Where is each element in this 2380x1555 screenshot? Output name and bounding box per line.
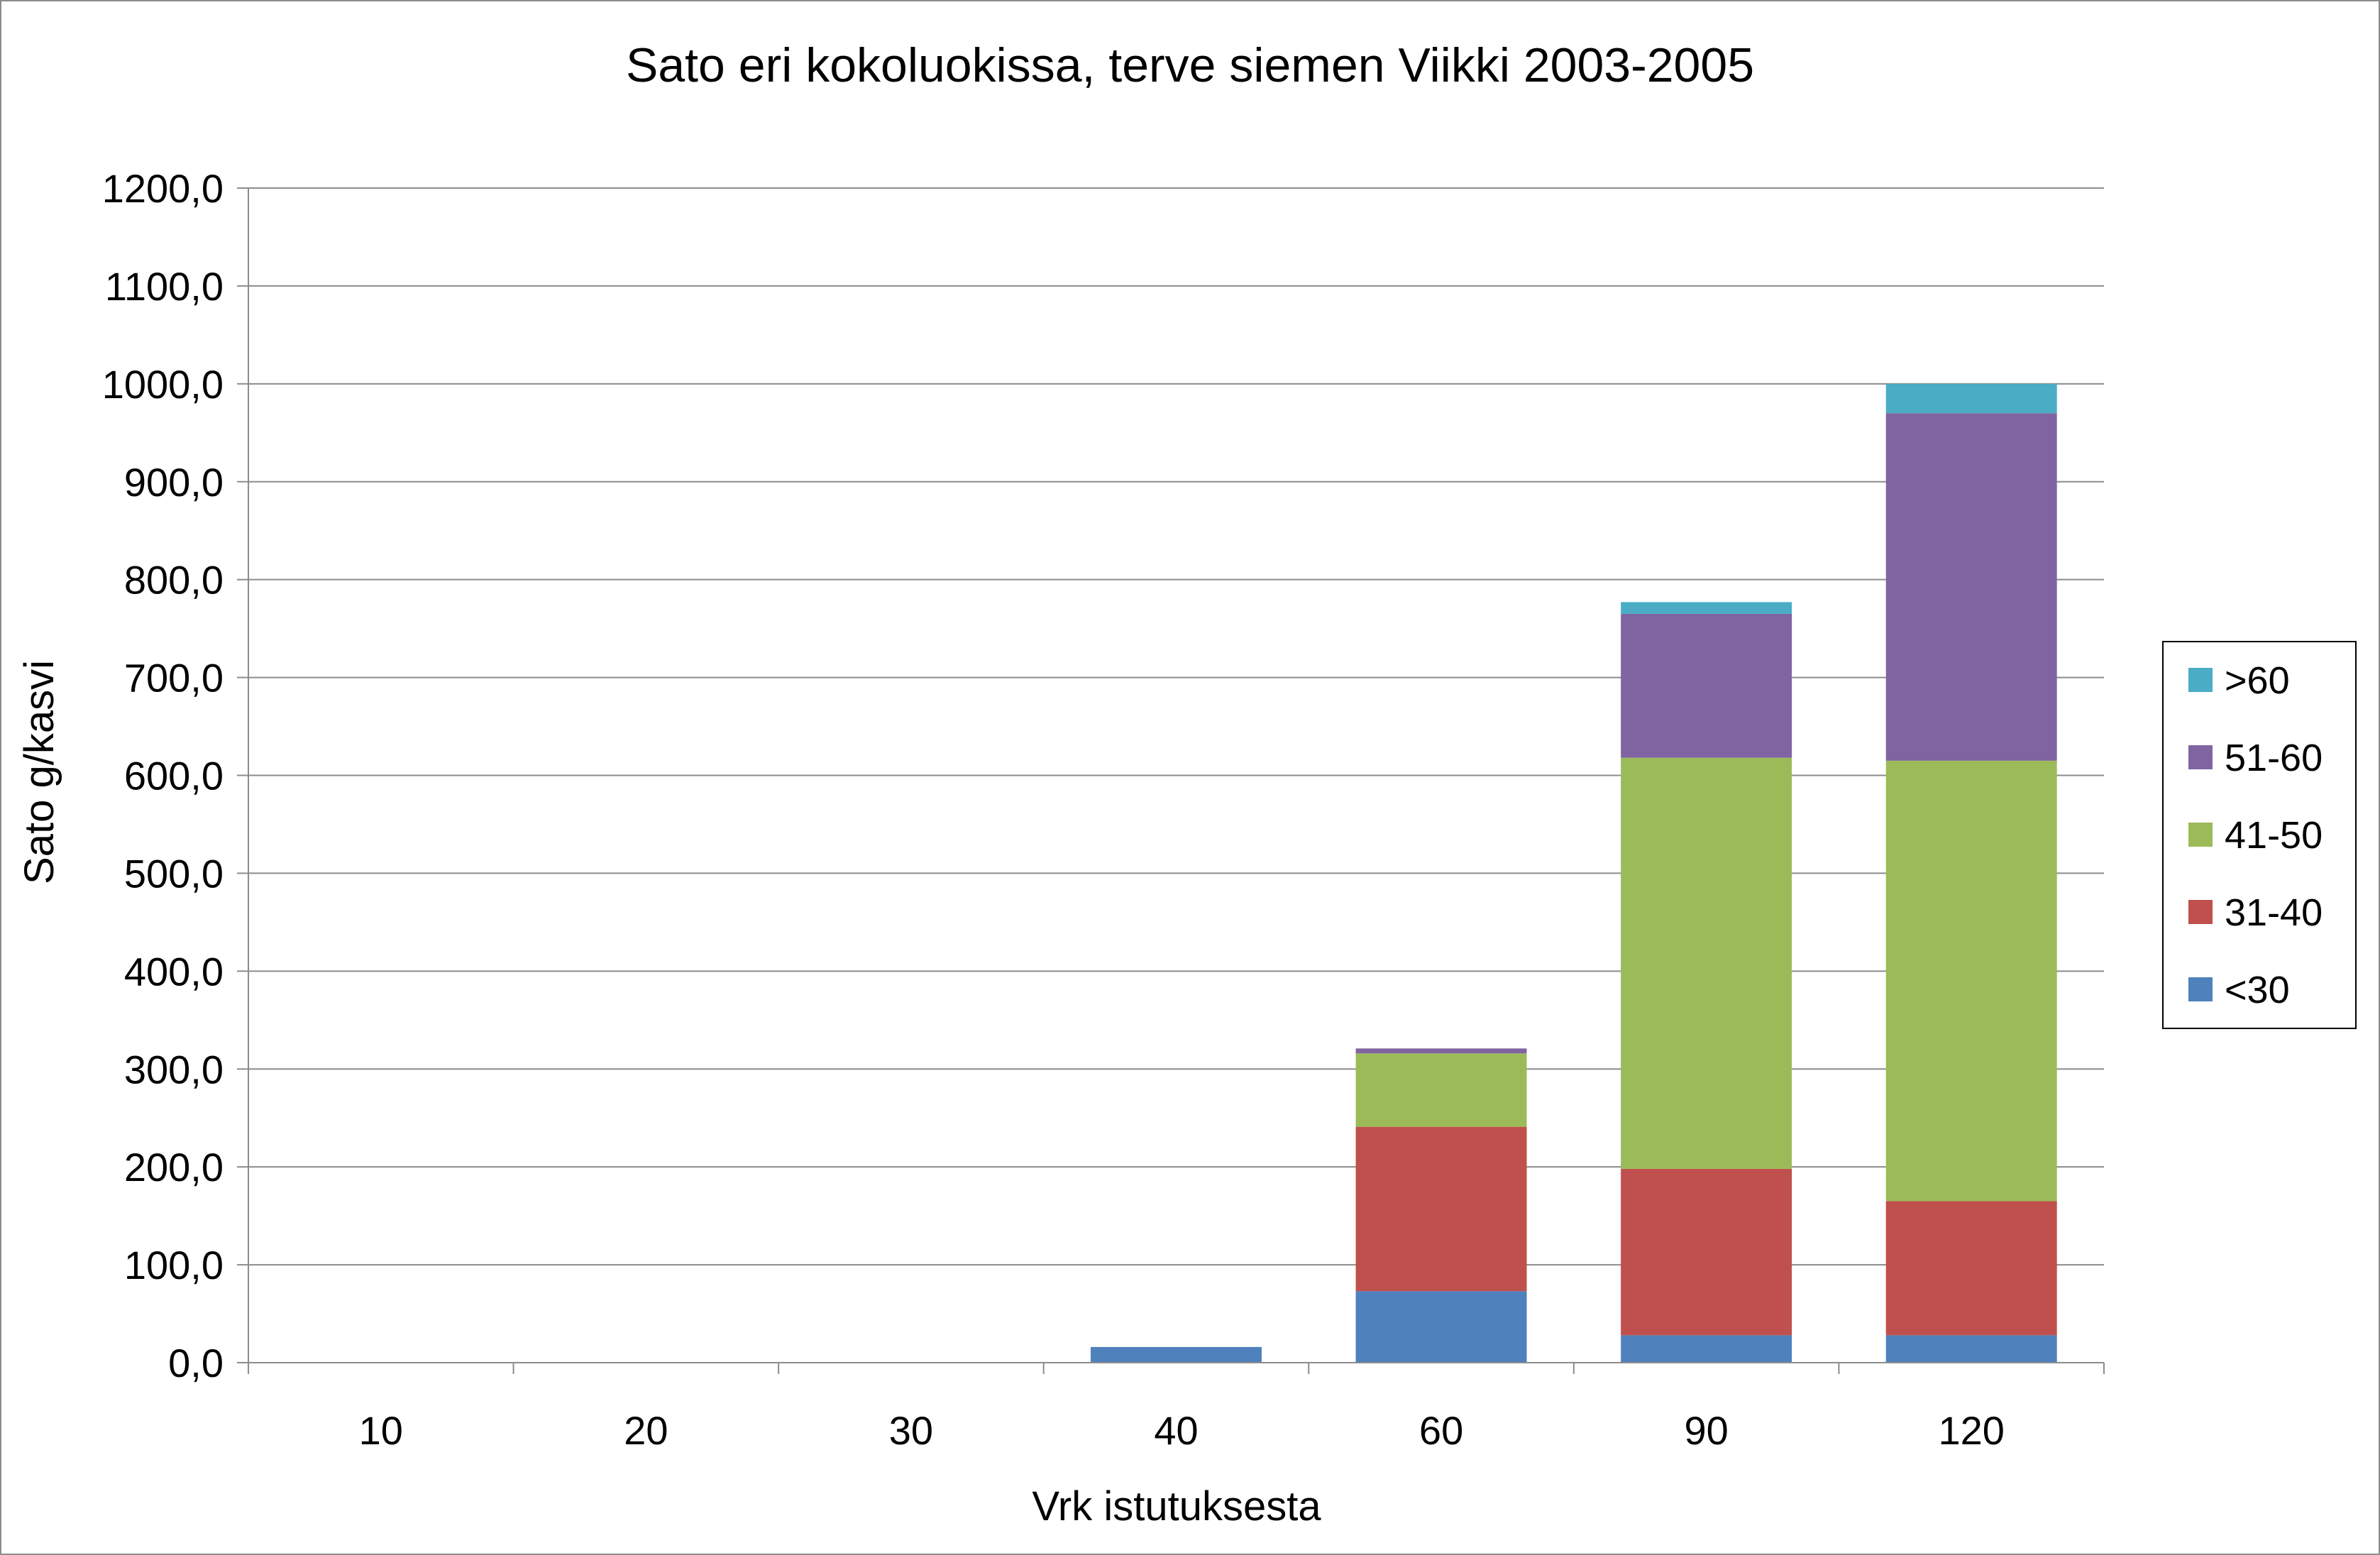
bar-segment xyxy=(1621,757,1792,1169)
legend-label: <30 xyxy=(2225,969,2290,1011)
legend-label: >60 xyxy=(2225,659,2290,702)
y-tick-label: 200,0 xyxy=(124,1145,224,1189)
bar-segment xyxy=(1621,602,1792,614)
y-tick-label: 1100,0 xyxy=(105,264,224,309)
bar-segment xyxy=(1355,1291,1527,1363)
x-axis-title: Vrk istutuksesta xyxy=(1032,1483,1321,1529)
y-tick-label: 100,0 xyxy=(124,1243,224,1287)
y-tick-label: 800,0 xyxy=(124,558,224,603)
bar-segment xyxy=(1621,1168,1792,1336)
bar-segment xyxy=(1885,760,2057,1202)
y-tick-label: 300,0 xyxy=(124,1047,224,1092)
bar-segment xyxy=(1621,1335,1792,1363)
legend-swatch xyxy=(2188,900,2213,924)
bar-segment xyxy=(1355,1126,1527,1292)
y-tick-label: 400,0 xyxy=(124,949,224,994)
chart-title: Sato eri kokoluokissa, terve siemen Viik… xyxy=(626,38,1754,92)
x-tick-label: 10 xyxy=(359,1408,403,1453)
y-tick-label: 0,0 xyxy=(168,1341,224,1385)
bar-segment xyxy=(1885,413,2057,761)
legend-swatch xyxy=(2188,668,2213,692)
y-tick-label: 1000,0 xyxy=(102,362,224,407)
legend-swatch xyxy=(2188,745,2213,769)
legend-label: 31-40 xyxy=(2225,891,2323,934)
bar-segment xyxy=(1091,1346,1262,1363)
legend-label: 51-60 xyxy=(2225,737,2323,779)
legend: >60 51-60 41-50 31-40 <30 xyxy=(2162,641,2357,1029)
legend-swatch xyxy=(2188,977,2213,1001)
bars xyxy=(1091,383,2057,1363)
bar-segment xyxy=(1885,1335,2057,1363)
y-tick-label: 900,0 xyxy=(124,460,224,505)
y-tick-label: 700,0 xyxy=(124,656,224,700)
legend-label: 41-50 xyxy=(2225,814,2323,857)
x-tick-labels: 10 20 30 40 60 90 120 xyxy=(359,1408,2005,1453)
y-tick-labels: 0,0 100,0 200,0 300,0 400,0 500,0 600,0 700,0 80… xyxy=(102,166,224,1385)
bar-segment xyxy=(1355,1048,1527,1054)
bar-segment xyxy=(1885,1201,2057,1336)
x-tick-label: 20 xyxy=(624,1408,668,1453)
bar-segment xyxy=(1355,1053,1527,1127)
y-axis-title: Sato g/kasvi xyxy=(16,660,62,884)
x-tick-label: 90 xyxy=(1684,1408,1728,1453)
gridlines xyxy=(248,187,2104,1266)
y-tick-label: 600,0 xyxy=(124,754,224,798)
legend-swatch xyxy=(2188,823,2213,847)
y-tick-label: 500,0 xyxy=(124,851,224,896)
axes xyxy=(237,187,2105,1374)
bar-segment xyxy=(1885,383,2057,414)
x-tick-label: 30 xyxy=(889,1408,933,1453)
y-tick-label: 1200,0 xyxy=(102,166,224,211)
bar-segment xyxy=(1621,613,1792,758)
x-tick-label: 60 xyxy=(1419,1408,1463,1453)
x-tick-label: 40 xyxy=(1154,1408,1198,1453)
x-tick-label: 120 xyxy=(1938,1408,2004,1453)
